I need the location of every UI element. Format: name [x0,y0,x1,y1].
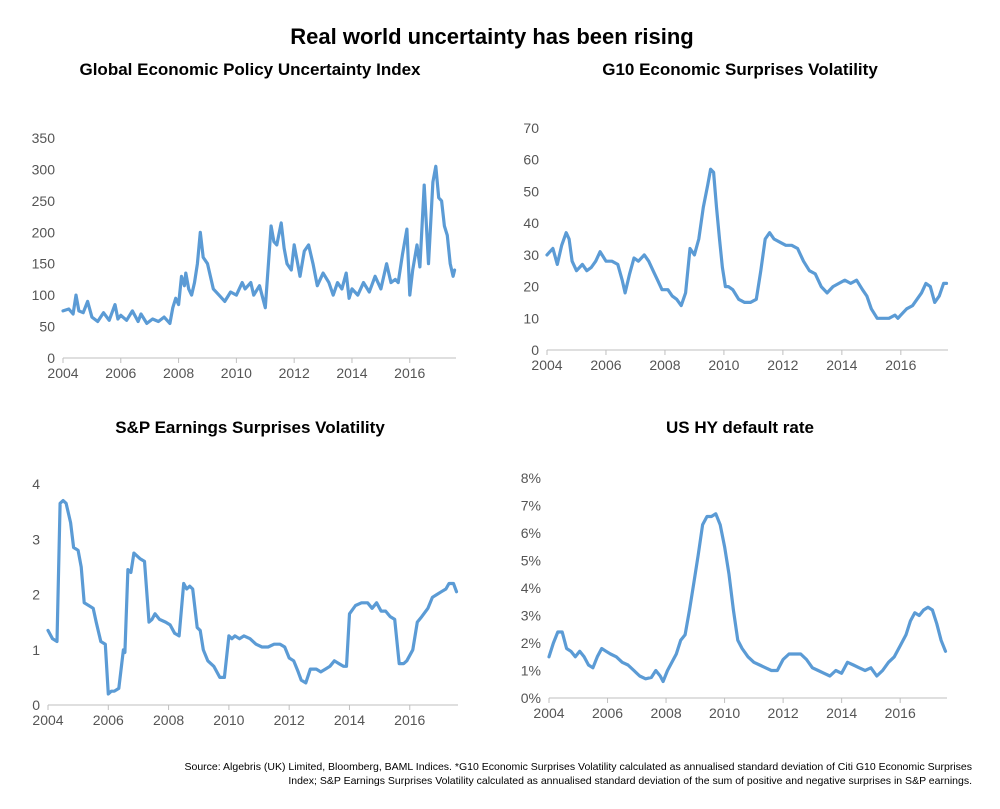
y-tick-label: 0 [531,342,539,358]
x-tick-label: 2016 [885,357,916,373]
x-tick-label: 2006 [93,712,124,728]
y-tick-label: 100 [32,287,56,303]
series-line [61,164,457,325]
x-tick-label: 2010 [709,705,740,721]
x-tick-label: 2006 [590,357,621,373]
x-tick-label: 2008 [650,705,681,721]
chart-title-g10-surprises: G10 Economic Surprises Volatility [602,60,878,79]
y-tick-label: 0% [521,690,541,706]
y-tick-label: 20 [523,279,539,295]
page-title: Real world uncertainty has been rising [290,24,694,49]
y-tick-label: 0 [32,697,40,713]
y-tick-label: 3% [521,608,541,624]
x-tick-label: 2014 [334,712,365,728]
series-line [46,499,459,696]
x-tick-label: 2006 [592,705,623,721]
y-tick-label: 4% [521,580,541,596]
x-tick-label: 2008 [649,357,680,373]
series-line [547,512,948,684]
y-tick-label: 200 [32,224,56,240]
y-tick-label: 2% [521,635,541,651]
y-tick-label: 6% [521,525,541,541]
x-tick-label: 2016 [394,365,425,381]
x-tick-label: 2008 [153,712,184,728]
chart-policy-uncertainty: 0 50 100 150 200 250 300 350 2004 2006 2008 2010 201… [32,130,457,381]
x-tick-label: 2004 [531,357,562,373]
chart-sp-earnings: 0 1 2 3 4 2004 2006 2008 2010 2012 2014 2016 [32,476,459,728]
y-tick-label: 50 [39,319,55,335]
chart-title-sp-earnings: S&P Earnings Surprises Volatility [115,418,385,437]
x-tick-label: 2004 [32,712,63,728]
y-tick-label: 7% [521,498,541,514]
x-tick-label: 2010 [213,712,244,728]
y-tick-label: 40 [523,215,539,231]
y-tick-label: 8% [521,470,541,486]
y-tick-label: 70 [523,120,539,136]
x-tick-label: 2006 [105,365,136,381]
source-footnote: Source: Algebris (UK) Limited, Bloomberg… [20,760,973,788]
y-tick-label: 3 [32,531,40,547]
x-tick-label: 2016 [885,705,916,721]
footnote-line-2: Index; S&P Earnings Surprises Volatility… [288,775,972,787]
y-tick-label: 30 [523,247,539,263]
y-tick-label: 300 [32,161,56,177]
x-tick-label: 2012 [767,357,798,373]
footnote-line-1: Source: Algebris (UK) Limited, Bloomberg… [184,761,973,773]
y-tick-label: 350 [32,130,56,146]
y-tick-label: 10 [523,310,539,326]
series-line [545,167,949,320]
x-tick-label: 2014 [826,705,857,721]
y-tick-label: 0 [47,350,55,366]
x-tick-label: 2012 [279,365,310,381]
chart-title-policy-uncertainty: Global Economic Policy Uncertainty Index [79,60,421,79]
x-tick-label: 2008 [163,365,194,381]
y-tick-label: 1 [32,642,40,658]
y-tick-label: 50 [523,183,539,199]
x-tick-label: 2010 [221,365,252,381]
x-tick-label: 2014 [336,365,367,381]
x-tick-label: 2010 [708,357,739,373]
chart-g10-surprises: 0 10 20 30 40 50 60 70 2004 2006 2008 2010 2012 2014 2… [523,120,949,373]
y-tick-label: 250 [32,193,56,209]
x-tick-label: 2012 [274,712,305,728]
x-tick-label: 2016 [394,712,425,728]
y-tick-label: 2 [32,587,40,603]
y-tick-label: 5% [521,553,541,569]
y-tick-label: 150 [32,256,56,272]
chart-us-hy-default: 0% 1% 2% 3% 4% 5% 6% 7% 8% 2004 2006 2008 2010 2012 20… [521,470,948,721]
x-tick-label: 2014 [826,357,857,373]
x-tick-label: 2004 [47,365,78,381]
x-tick-label: 2004 [533,705,564,721]
y-tick-label: 1% [521,663,541,679]
chart-title-us-hy-default: US HY default rate [665,418,814,437]
y-tick-label: 60 [523,152,539,168]
x-tick-label: 2012 [768,705,799,721]
y-tick-label: 4 [32,476,40,492]
